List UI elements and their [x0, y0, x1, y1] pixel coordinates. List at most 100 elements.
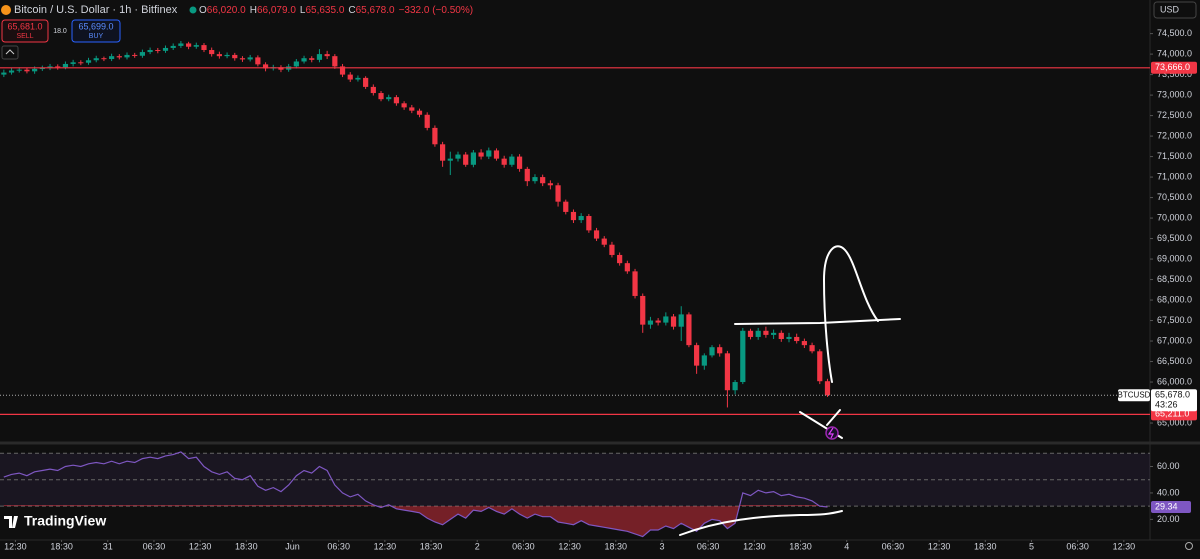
rsi-last-label: 29.34 — [1155, 501, 1178, 511]
candle-body — [432, 127, 438, 145]
candle-body — [78, 62, 84, 64]
ohlc-value: 65,635.0 — [305, 5, 344, 16]
x-tick-label: 12:30 — [743, 541, 766, 551]
market-status — [189, 6, 197, 14]
candle-body — [139, 52, 146, 56]
candle-body — [55, 66, 61, 68]
x-tick-label: 18:30 — [974, 541, 997, 551]
candle-body — [655, 320, 661, 323]
y-tick-label: 72,000.0 — [1157, 130, 1192, 140]
candle-body — [509, 156, 515, 165]
y-tick-label: 67,000.0 — [1157, 335, 1192, 345]
price-line-label-box — [1151, 408, 1197, 421]
spread: 18.0 — [53, 28, 67, 35]
candle-body — [8, 70, 15, 73]
x-tick-label: 12:30 — [1113, 541, 1136, 551]
alert-bolt — [827, 427, 834, 439]
candle-body — [116, 56, 122, 58]
candle-body — [532, 177, 538, 182]
y-tick-label: 72,500.0 — [1157, 110, 1192, 120]
countdown: 43:26 — [1155, 400, 1178, 410]
candle-body — [170, 45, 176, 48]
candle-body — [801, 341, 807, 346]
candle-body — [62, 63, 69, 68]
candle-body — [601, 238, 607, 245]
candle-body — [309, 58, 315, 60]
x-tick-label: 06:30 — [512, 541, 535, 551]
buy-price: 65,699.0 — [78, 21, 113, 31]
x-tick-label: 06:30 — [1066, 541, 1089, 551]
x-tick-label: 3 — [659, 541, 664, 551]
y-tick-label: 66,000.0 — [1157, 376, 1192, 386]
rsi-y-tick-label: 20.00 — [1157, 514, 1180, 524]
x-tick-label: 2 — [475, 541, 480, 551]
buy-button[interactable] — [71, 19, 121, 43]
rsi-last-box — [1151, 501, 1191, 514]
candle-body — [586, 216, 592, 231]
sell-button[interactable] — [1, 19, 49, 43]
candle-body — [563, 201, 569, 212]
price-line-label: 73,666.0 — [1155, 62, 1190, 72]
candle-body — [578, 216, 584, 221]
currency-button[interactable] — [1153, 1, 1197, 19]
candle-body — [93, 58, 99, 61]
candle-body — [216, 54, 222, 57]
candle-body — [255, 57, 261, 65]
x-tick-label: 12:30 — [928, 541, 951, 551]
brand-logo — [4, 516, 18, 528]
x-tick-label: 31 — [103, 541, 113, 551]
settings-icon[interactable] — [1185, 542, 1193, 550]
drawn-line — [734, 318, 901, 325]
x-tick-label: 06:30 — [697, 541, 720, 551]
candle-body — [332, 56, 338, 67]
candle-body — [555, 185, 561, 202]
x-tick-label: 06:30 — [327, 541, 350, 551]
hand-drawing — [679, 245, 901, 536]
candle-body — [85, 60, 92, 63]
candle-body — [486, 150, 492, 157]
ohlc-key: L — [300, 5, 306, 16]
candle-body — [463, 154, 469, 165]
symbol-title: Bitcoin / U.S. Dollar · 1h · Bitfinex — [14, 4, 178, 16]
candle-body — [1, 72, 7, 75]
candle-body — [817, 351, 823, 382]
candle-body — [570, 211, 577, 221]
candle-body — [647, 320, 654, 325]
y-tick-label: 74,500.0 — [1157, 28, 1192, 38]
alert-icon[interactable] — [825, 426, 839, 440]
candle-body — [640, 295, 646, 325]
ohlc-key: O — [199, 5, 207, 16]
x-tick-label: 18:30 — [235, 541, 258, 551]
candle-body — [386, 97, 392, 100]
candle-body — [663, 316, 669, 323]
candle-body — [770, 332, 777, 335]
candle-body — [670, 316, 677, 327]
x-tick-label: 06:30 — [882, 541, 905, 551]
candle-body — [409, 107, 415, 111]
candle-body — [524, 168, 530, 182]
candle-body — [755, 330, 761, 337]
candle-body — [740, 330, 746, 383]
rsi-y-tick-label: 40.00 — [1157, 487, 1180, 497]
candle-body — [447, 158, 453, 161]
candle-body — [162, 47, 169, 51]
candle-body — [470, 152, 476, 165]
candle-body — [39, 68, 45, 70]
ohlc-value: 66,020.0 — [207, 5, 246, 16]
plot: 65,000.0 66,000.0 66,500.0 67,000.0 67,500.0… — [0, 28, 1197, 551]
candle-body — [101, 58, 107, 60]
candle-body — [24, 69, 30, 72]
candle-body — [301, 58, 307, 62]
candle-body — [424, 114, 430, 128]
candle-body — [262, 64, 269, 69]
y-tick-label: 73,500.0 — [1157, 69, 1192, 79]
collapse-button[interactable] — [1, 45, 19, 60]
rsi-line — [3, 451, 828, 538]
candle-body — [355, 77, 361, 80]
candle-body — [193, 45, 199, 47]
ohlc-value: 65,678.0 — [356, 5, 395, 16]
y-tick-label: 70,500.0 — [1157, 192, 1192, 202]
candle-body — [540, 177, 546, 184]
y-tick-label: 68,500.0 — [1157, 274, 1192, 284]
candle-body — [109, 56, 115, 60]
